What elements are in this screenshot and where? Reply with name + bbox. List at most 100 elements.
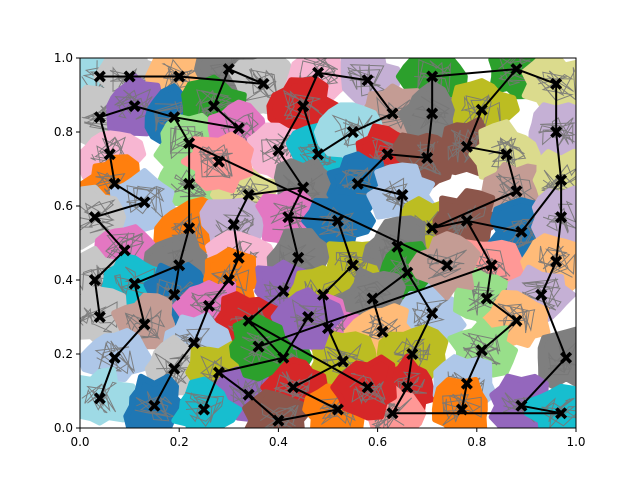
data-point-marker	[292, 251, 305, 264]
graph-edge	[248, 319, 369, 389]
data-point-marker	[475, 103, 488, 116]
region-squiggle	[81, 101, 120, 132]
graph-edge	[302, 105, 320, 155]
graph-edge	[247, 290, 285, 322]
data-point-marker	[222, 63, 235, 76]
region-squiggle	[195, 89, 234, 122]
graph-edge	[431, 219, 468, 230]
data-point-marker	[252, 340, 265, 353]
data-point-marker	[376, 325, 389, 338]
data-point-marker	[361, 74, 374, 87]
graph-edge	[277, 149, 305, 189]
data-point-marker	[322, 322, 334, 335]
region-squiggle	[270, 201, 309, 232]
data-point-marker	[455, 403, 468, 416]
data-point-marker	[88, 211, 101, 224]
region-layer	[80, 58, 576, 428]
graph-edge	[178, 227, 191, 266]
data-point-marker	[510, 314, 523, 327]
data-point-marker	[460, 140, 473, 153]
graph-edge	[460, 383, 468, 410]
graph-edge	[99, 105, 135, 119]
data-point-marker	[485, 259, 498, 272]
data-point-marker	[168, 288, 181, 301]
data-point-marker	[406, 348, 419, 360]
graph-edge	[387, 153, 428, 159]
graph-edge	[133, 283, 146, 325]
data-point-marker	[183, 177, 196, 190]
graph-edge	[327, 327, 344, 362]
region-squiggle	[427, 248, 467, 280]
graph-edge	[317, 71, 368, 82]
data-point-marker	[232, 122, 245, 135]
data-point-marker	[287, 381, 300, 394]
data-point-marker	[535, 288, 548, 301]
data-point-marker	[212, 366, 225, 379]
x-tick-label: 0.2	[170, 435, 189, 449]
region-squiggle	[228, 377, 269, 411]
graph-edge	[232, 224, 240, 258]
data-point-marker	[88, 274, 101, 286]
graph-edge	[188, 142, 448, 267]
data-point-marker	[128, 277, 141, 290]
data-point-marker	[232, 251, 245, 264]
data-point-marker	[381, 148, 394, 161]
data-point-marker	[426, 107, 439, 120]
data-point-marker	[510, 63, 523, 76]
y-tick-label: 0.6	[54, 199, 73, 213]
data-point-marker	[93, 70, 106, 83]
region-squiggle	[441, 392, 482, 426]
data-point-marker	[188, 336, 201, 349]
data-point-marker	[475, 344, 488, 357]
data-point-marker	[207, 100, 220, 113]
graph-edge	[466, 220, 493, 266]
data-point-marker	[227, 218, 240, 231]
data-point-marker	[168, 362, 181, 375]
x-tick-label: 1.0	[566, 435, 585, 449]
region-squiggle	[114, 88, 154, 120]
data-point-marker	[396, 188, 409, 201]
region-squiggle	[184, 392, 225, 427]
data-point-marker	[297, 100, 310, 113]
graph-edge	[396, 246, 409, 273]
data-point-marker	[93, 392, 106, 405]
x-tick-label: 0.6	[368, 435, 387, 449]
data-point-marker	[555, 174, 568, 187]
graph-edge	[520, 357, 567, 407]
axes-frame	[79, 57, 577, 429]
graph-edge	[292, 386, 339, 411]
graph-edge	[485, 265, 493, 299]
graph-edge	[465, 349, 483, 385]
data-point-marker	[138, 196, 151, 209]
data-point-marker	[173, 259, 186, 272]
data-point-marker	[555, 407, 568, 420]
y-tick-label: 1.0	[54, 51, 73, 65]
region-squiggle	[331, 114, 373, 149]
graph-edge	[371, 298, 384, 333]
graph-edge	[366, 79, 394, 115]
region-squiggle	[81, 381, 118, 414]
data-point-marker	[168, 111, 181, 124]
graph-edge	[94, 201, 145, 219]
data-point-marker	[272, 144, 285, 157]
graph-edge	[258, 264, 493, 348]
graph-edge	[411, 312, 434, 355]
data-point-marker	[401, 381, 414, 394]
region-squiggle	[189, 289, 229, 324]
y-tick-label: 0.0	[54, 421, 73, 435]
graph-edge	[174, 116, 239, 130]
data-point-marker	[173, 70, 186, 83]
graph-edge	[113, 323, 146, 359]
data-point-marker	[277, 351, 290, 364]
graph-edge	[173, 265, 181, 295]
data-point-marker	[222, 274, 235, 286]
edge-layer	[93, 68, 568, 422]
graph-edge	[98, 116, 111, 155]
data-point-marker	[336, 355, 349, 368]
graph-edge	[228, 68, 264, 85]
data-point-marker	[366, 292, 379, 305]
region-squiggle	[80, 199, 116, 235]
data-point-marker	[317, 288, 330, 301]
graph-edge	[282, 316, 310, 359]
region-squiggle	[94, 340, 136, 375]
